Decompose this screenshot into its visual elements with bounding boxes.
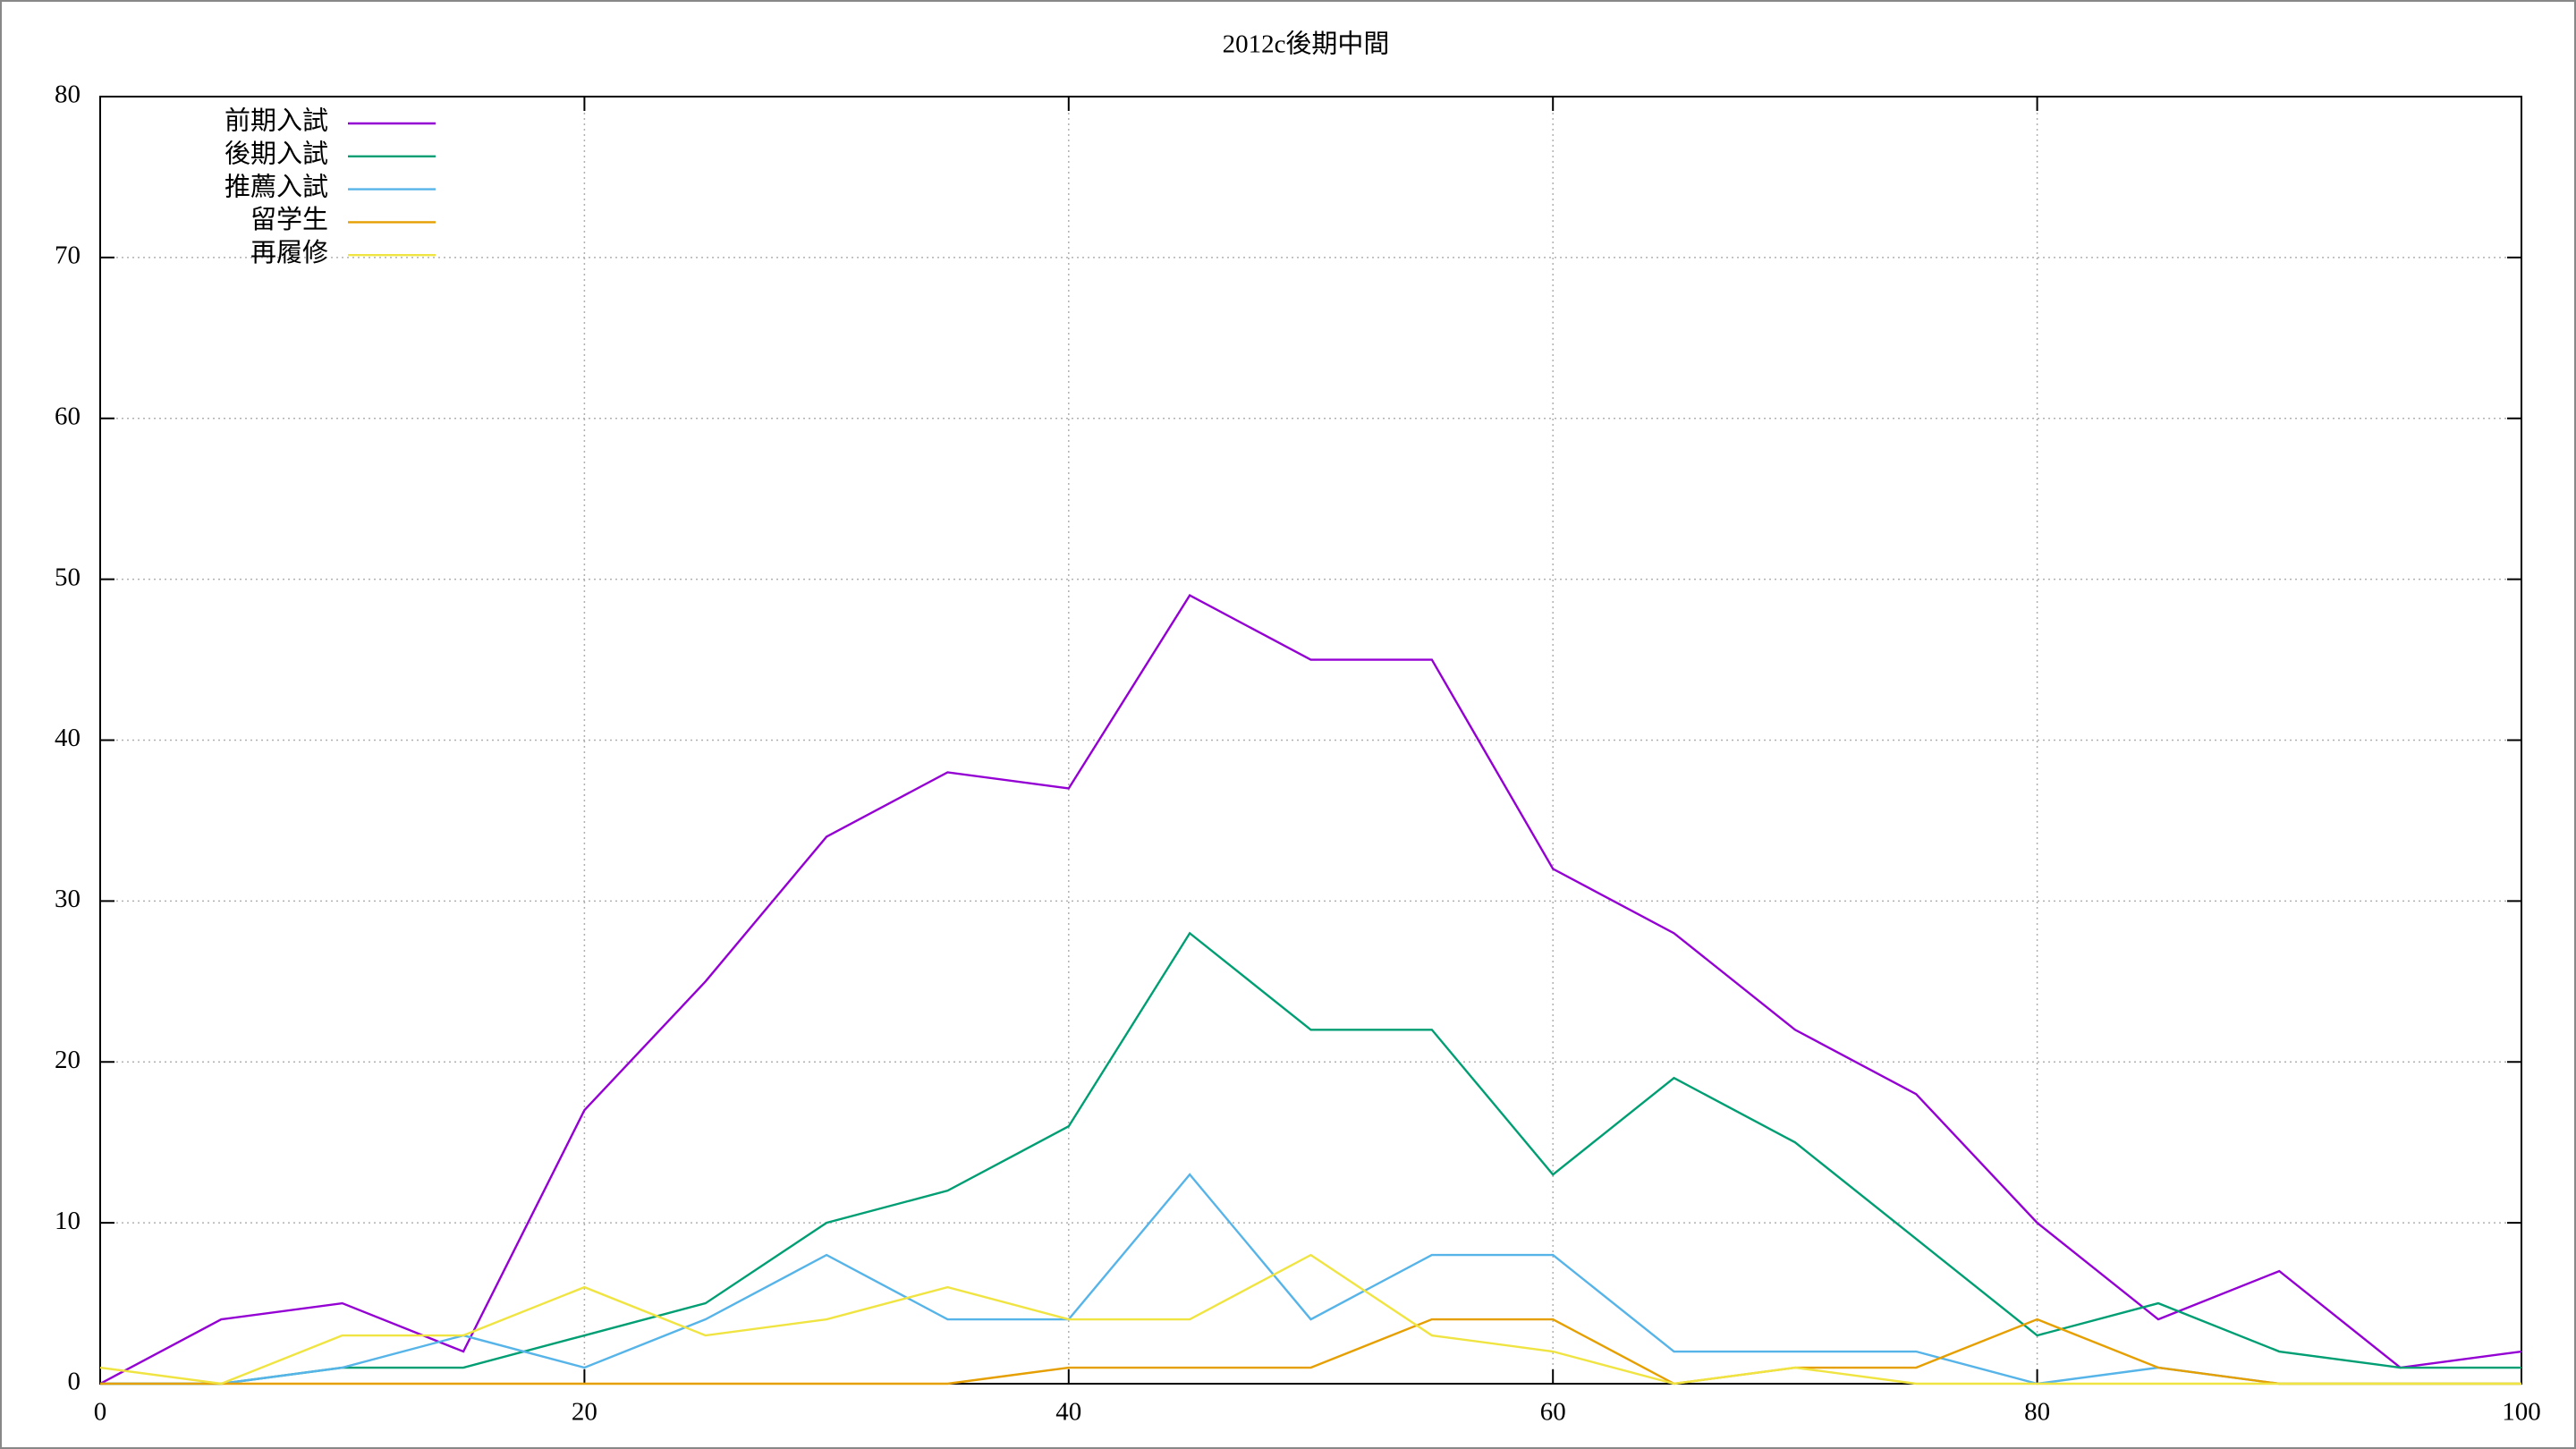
x-tick-label: 100 (2502, 1398, 2541, 1427)
y-tick-label: 70 (55, 242, 80, 270)
legend-label: 後期入試 (225, 139, 328, 168)
legend-label: 留学生 (250, 205, 328, 234)
x-tick-label: 80 (2024, 1398, 2050, 1427)
y-tick-label: 40 (55, 724, 80, 752)
legend-label: 推薦入試 (225, 172, 328, 201)
x-tick-label: 20 (572, 1398, 597, 1427)
legend-label: 再履修 (250, 238, 328, 267)
chart-title: 2012c後期中間 (1223, 30, 1390, 59)
legend-label: 前期入試 (225, 106, 328, 136)
y-tick-label: 60 (55, 402, 80, 430)
y-tick-label: 20 (55, 1046, 80, 1074)
x-tick-label: 60 (1540, 1398, 1566, 1427)
series-line (100, 931, 2521, 1385)
series-line (99, 594, 2522, 1385)
y-tick-label: 30 (55, 885, 80, 913)
x-tick-label: 0 (94, 1398, 107, 1427)
y-tick-label: 0 (68, 1368, 81, 1396)
y-tick-label: 80 (55, 80, 80, 109)
y-tick-label: 10 (55, 1207, 80, 1235)
plot-frame (99, 96, 2522, 1385)
y-tick-label: 50 (55, 563, 80, 591)
series-line (100, 1318, 2521, 1385)
series-line (99, 1253, 2521, 1385)
x-tick-label: 40 (1055, 1398, 1081, 1427)
series-line (100, 1173, 2521, 1385)
